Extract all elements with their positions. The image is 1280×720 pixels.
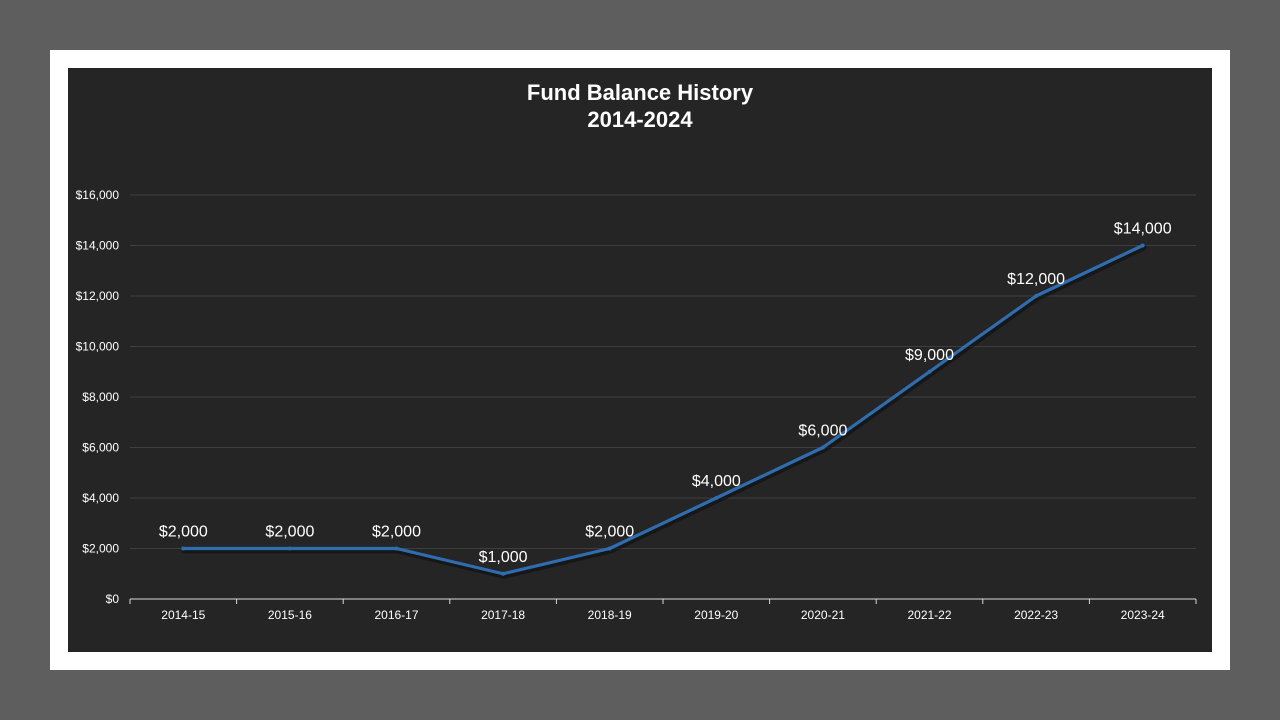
y-tick-label: $2,000: [82, 542, 119, 556]
chart-title: Fund Balance History: [526, 80, 754, 105]
data-point: [1140, 243, 1145, 248]
y-tick-label: $6,000: [82, 441, 119, 455]
data-label: $2,000: [585, 524, 634, 541]
series-line: [181, 243, 1145, 576]
y-tick-label: $4,000: [82, 491, 119, 505]
chart-subtitle: 2014-2024: [587, 107, 693, 132]
x-tick-label: 2014-15: [161, 608, 205, 622]
x-tick-label: 2016-17: [374, 608, 418, 622]
series: [181, 243, 1147, 579]
data-point: [607, 546, 612, 551]
data-point: [181, 546, 186, 551]
y-tick-label: $16,000: [76, 188, 120, 202]
x-tick-label: 2022-23: [1014, 608, 1058, 622]
grid-lines: [130, 194, 1196, 549]
data-label: $2,000: [159, 524, 208, 541]
data-label: $12,000: [1007, 271, 1065, 288]
y-tick-label: $10,000: [76, 340, 120, 354]
data-labels: $2,000 $2,000 $2,000 $1,000 $2,000 $4,000 $6,0…: [159, 221, 1172, 566]
data-label: $6,000: [798, 423, 847, 440]
line-chart: $0 $2,000 $4,000 $6,000 $8,000 $10,000 $12,000…: [76, 188, 1197, 622]
chart-frame: Fund Balance History 2014-2024 $0 $2,000 $…: [50, 50, 1230, 670]
data-point: [1034, 294, 1039, 298]
x-tick-label: 2017-18: [481, 608, 525, 622]
data-label: $1,000: [479, 549, 528, 566]
data-label: $14,000: [1114, 221, 1172, 238]
x-tick-label: 2019-20: [694, 608, 738, 622]
data-label: $2,000: [372, 524, 421, 541]
x-tick-label: 2015-16: [268, 608, 312, 622]
x-tick-label: 2018-19: [588, 608, 632, 622]
data-label: $2,000: [265, 524, 314, 541]
chart-panel: Fund Balance History 2014-2024 $0 $2,000 $…: [68, 68, 1212, 652]
y-tick-label: $8,000: [82, 390, 119, 404]
data-point: [714, 496, 719, 500]
x-tick-label: 2021-22: [907, 608, 951, 622]
y-tick-label: $14,000: [76, 239, 120, 253]
data-point: [820, 445, 825, 450]
x-tick-label: 2020-21: [801, 608, 845, 622]
axes: $0 $2,000 $4,000 $6,000 $8,000 $10,000 $12,000…: [76, 188, 1197, 622]
data-point: [287, 546, 292, 551]
series-line-shadow: [181, 244, 1147, 579]
x-tick-label: 2023-24: [1121, 608, 1165, 622]
data-point: [394, 546, 399, 551]
data-label: $4,000: [692, 473, 741, 490]
data-point: [501, 571, 506, 576]
y-tick-label: $0: [106, 592, 120, 606]
data-label: $9,000: [905, 347, 954, 364]
y-tick-label: $12,000: [76, 289, 120, 303]
data-point: [927, 369, 932, 374]
